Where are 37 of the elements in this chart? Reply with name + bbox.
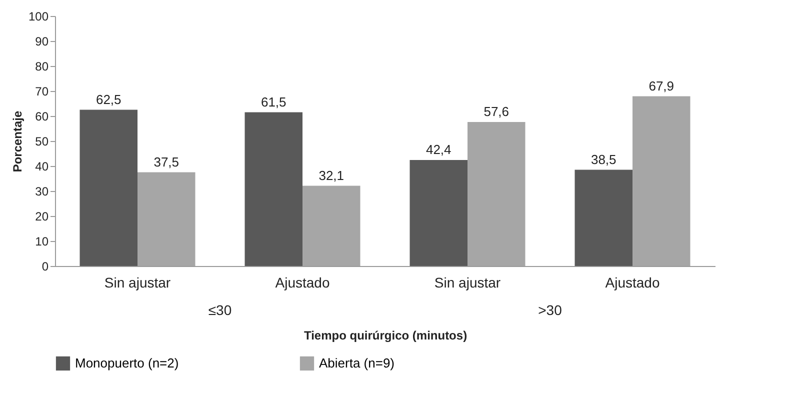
bar [468,122,526,266]
data-label: 32,1 [318,168,344,183]
x-axis-title: Tiempo quirúrgico (minutos) [304,328,468,342]
data-label: 62,5 [96,92,122,107]
bar [138,172,196,266]
data-label: 67,9 [648,78,674,94]
data-label: 42,4 [426,142,452,157]
x-tick-label: Ajustado [605,274,660,290]
data-label: 37,5 [154,154,180,170]
y-tick-label: 40 [35,160,49,174]
legend-label: Monopuerto (n=2) [75,355,179,370]
y-tick-label: 100 [28,10,49,24]
text: ≤30 [208,302,232,318]
bar [244,112,302,266]
y-axis-title: Porcentaje [10,110,24,172]
data-label: 61,5 [260,94,286,110]
y-tick-label: 60 [35,110,49,124]
x-tick-label: Ajustado [275,274,330,290]
data-label: 38,5 [590,152,616,167]
bar [80,110,138,266]
y-tick-label: 20 [35,210,49,224]
bar [632,96,690,266]
y-tick-label: 80 [35,60,49,74]
bar [410,160,468,266]
y-tick-label: 0 [42,260,49,274]
legend-label: Abierta (n=9) [319,355,395,370]
y-tick-label: 10 [35,234,49,248]
y-tick-label: 30 [35,184,49,198]
y-tick-label: 90 [35,34,49,48]
y-tick-label: 50 [35,134,49,148]
text: >30 [538,302,562,318]
bar [302,186,360,266]
bar [574,170,632,266]
x-tick-label: Sin ajustar [104,274,171,290]
data-label: 57,6 [484,104,510,119]
y-tick-label: 70 [35,84,49,98]
x-tick-label: Sin ajustar [434,274,501,290]
